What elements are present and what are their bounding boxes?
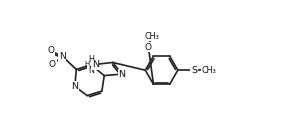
Text: N: N (92, 60, 99, 69)
Text: H: H (84, 61, 89, 67)
Text: O: O (145, 43, 152, 52)
Text: S: S (191, 66, 197, 75)
Text: H
N: H N (88, 55, 94, 75)
Text: N: N (71, 82, 78, 91)
Text: N: N (118, 69, 125, 79)
Text: N: N (59, 52, 66, 61)
Text: O: O (47, 46, 54, 55)
Text: CH₃: CH₃ (144, 32, 159, 41)
Text: O: O (49, 60, 56, 69)
Text: CH₃: CH₃ (201, 66, 216, 75)
